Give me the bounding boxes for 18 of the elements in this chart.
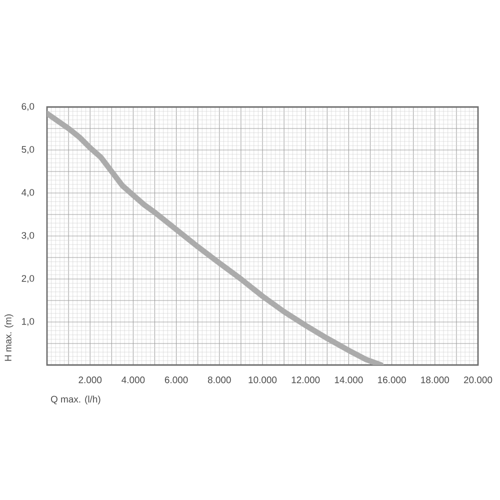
x-tick-label: 18.000 [421, 376, 449, 384]
y-tick-label: 6,0 [22, 103, 34, 111]
y-tick-label: 1,0 [22, 318, 34, 326]
x-tick-label: 8.000 [208, 376, 231, 384]
x-tick-label: 12.000 [292, 376, 320, 384]
x-tick-label: 14.000 [334, 376, 363, 384]
x-tick-label: 2.000 [78, 376, 102, 384]
x-axis-title: Q max. (l/h) [50, 396, 100, 404]
y-tick-label: 3,0 [22, 232, 34, 240]
y-tick-label: 5,0 [22, 146, 34, 154]
y-tick-label: 2,0 [22, 275, 34, 283]
x-tick-label: 10.000 [248, 376, 277, 384]
x-tick-label: 4.000 [122, 376, 145, 384]
x-tick-label: 20.000 [464, 376, 492, 384]
x-tick-label: 16.000 [378, 376, 406, 384]
x-tick-label: 6.000 [164, 376, 188, 384]
y-axis-title: H max. (m) [4, 314, 14, 361]
y-tick-label: 4,0 [22, 189, 34, 197]
